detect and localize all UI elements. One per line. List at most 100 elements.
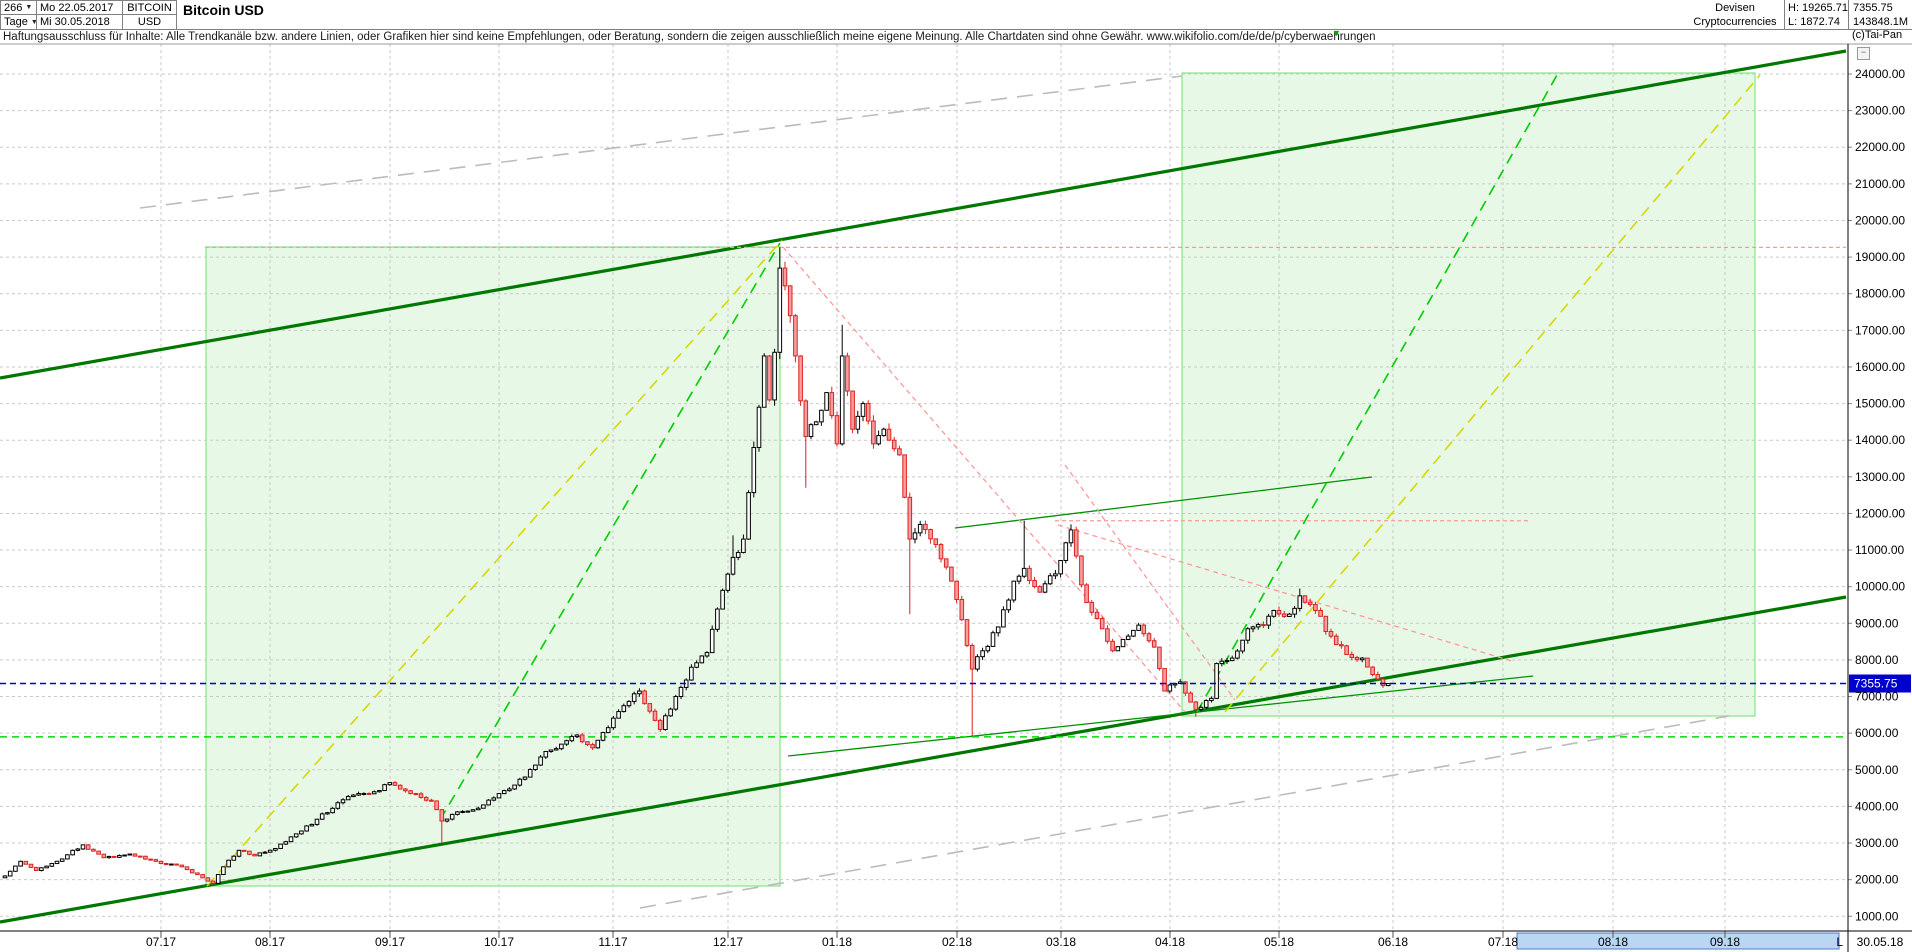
y-axis: 1000.00 2000.00 3000.00 4000.00 5000.00 6000.…: [1848, 67, 1905, 923]
candle-body: [361, 792, 367, 795]
y-axis-label: 10000.00: [1855, 580, 1905, 594]
candle-body: [501, 790, 507, 795]
period-value: Tage: [4, 16, 28, 28]
candle-body: [262, 851, 268, 854]
projection-box-2018: [1181, 72, 1756, 717]
candle-body: [1011, 580, 1017, 601]
candle-body: [418, 793, 424, 798]
candle-body: [1354, 656, 1360, 661]
y-axis-label: 5000.00: [1855, 763, 1899, 777]
candle-body: [673, 696, 679, 710]
candle-body: [1047, 575, 1053, 585]
bars-count-dropdown[interactable]: 266 ▼: [0, 0, 37, 15]
resistance-red-march: [1057, 524, 1516, 663]
candle-body: [1297, 595, 1303, 609]
candle-body: [1110, 640, 1115, 652]
candle-body: [564, 740, 569, 745]
resistance-red-march-steep: [1064, 464, 1236, 701]
candle-body: [39, 867, 44, 871]
candle-body: [226, 859, 231, 868]
candle-body: [70, 849, 75, 856]
candle-body: [1042, 583, 1048, 593]
candle-body: [465, 810, 471, 813]
candle-body: [392, 782, 398, 786]
candle-body: [1053, 573, 1058, 577]
candle-body: [325, 812, 330, 815]
y-axis-label: 14000.00: [1855, 433, 1905, 447]
candle-body: [496, 793, 502, 799]
candle-body: [13, 865, 18, 872]
y-axis-label: 7000.00: [1855, 690, 1899, 704]
candle-body: [304, 825, 309, 832]
parallel-gray-lower: [639, 715, 1730, 909]
candle-body: [1349, 653, 1355, 658]
candle-body: [1281, 613, 1287, 617]
y-axis-label: 6000.00: [1855, 726, 1899, 740]
candle-body: [616, 711, 621, 719]
candle-body: [148, 858, 153, 861]
candle-body: [538, 756, 543, 766]
candle-body: [283, 841, 289, 845]
period-dropdown[interactable]: Tage ▼: [0, 15, 37, 30]
candle-body: [143, 855, 148, 860]
x-axis-label: 07.17: [146, 935, 176, 949]
candle-body: [481, 804, 486, 809]
x-axis-label: 08.17: [255, 935, 285, 949]
candle-body: [704, 652, 710, 657]
candle-body: [273, 848, 278, 851]
candle-body: [663, 715, 668, 730]
candle-body: [1079, 555, 1084, 586]
candle-body: [730, 556, 736, 575]
candle-body: [403, 788, 408, 792]
candle-body: [408, 790, 413, 795]
candle-body: [647, 703, 653, 712]
candle-body: [902, 454, 907, 498]
candle-body: [252, 853, 257, 857]
candle-body: [1115, 646, 1121, 652]
candle-body: [387, 782, 393, 786]
collapse-button[interactable]: −: [1857, 47, 1870, 60]
candle-body: [881, 428, 887, 437]
candle-body: [1120, 638, 1126, 648]
candle-body: [59, 858, 65, 862]
candle-body: [600, 732, 606, 741]
candle-body: [1292, 607, 1297, 615]
candle-body: [319, 813, 325, 820]
candle-body: [543, 750, 549, 758]
candle-body: [689, 666, 694, 681]
candle-body: [231, 855, 237, 861]
candle-body: [1245, 628, 1251, 641]
candle-body: [293, 833, 299, 838]
candle-body: [423, 796, 429, 801]
candle-body: [569, 736, 575, 742]
candle-body: [839, 355, 845, 445]
x-axis-label: 01.18: [822, 935, 852, 949]
candle-body: [626, 700, 632, 707]
candle-body: [522, 776, 528, 780]
candle-body: [1229, 657, 1235, 662]
y-axis-label: 21000.00: [1855, 177, 1905, 191]
candle-body: [756, 406, 762, 449]
candle-body: [777, 267, 783, 353]
candle-body: [189, 869, 195, 874]
fan-green-2018: [1196, 74, 1558, 713]
candle-body: [210, 880, 216, 884]
candle-body: [28, 863, 34, 868]
candle-body: [559, 743, 564, 750]
candle-body: [444, 818, 450, 822]
x-axis-label: 05.18: [1264, 935, 1294, 949]
candle-body: [1006, 599, 1011, 611]
y-axis-label: 11000.00: [1855, 543, 1904, 557]
x-axis-label: 08.18: [1598, 935, 1628, 949]
y-axis-label: 4000.00: [1855, 799, 1899, 813]
candle-body: [980, 650, 985, 658]
candle-body: [959, 598, 965, 621]
candle-body: [1141, 624, 1147, 635]
candle-body: [943, 558, 949, 568]
y-axis-label: 8000.00: [1855, 653, 1899, 667]
candle-body: [80, 844, 86, 850]
x-axis-label: 11.17: [598, 935, 627, 949]
y-axis-label: 17000.00: [1855, 323, 1905, 337]
candle-body: [579, 734, 585, 743]
